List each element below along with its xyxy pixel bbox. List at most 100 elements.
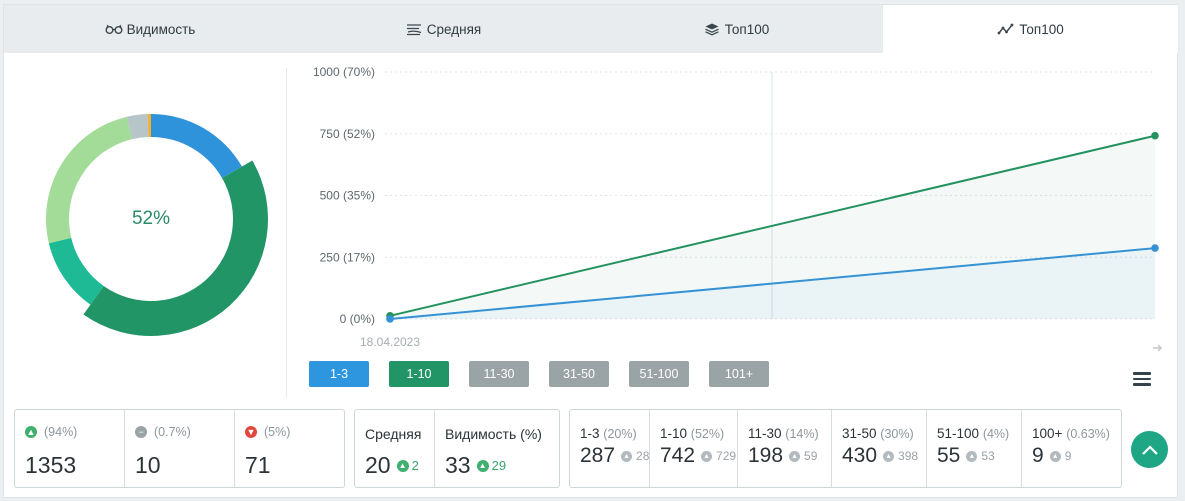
line-chart: 1000 (70%) 750 (52%) 500 (35%) 250 (17%) 0 (… bbox=[313, 65, 1159, 349]
donut-slice-11-30[interactable] bbox=[48, 237, 104, 305]
chart-scroll-arrow-icon[interactable]: ➜ bbox=[1152, 340, 1163, 355]
movement-pct: (5%) bbox=[264, 425, 291, 439]
y-tick-label: 500 (35%) bbox=[320, 189, 375, 203]
position-groups: 1-3 (20%) 287 ▲ 28 1-10 (52%) 742 ▲ 729 11-30 (1… bbox=[569, 409, 1122, 488]
summary-delta: 29 bbox=[491, 458, 507, 473]
x-tick-label: 18.04.2023 bbox=[360, 335, 420, 349]
group-prev: 59 bbox=[804, 449, 818, 463]
chart-divider bbox=[286, 68, 287, 398]
group-pct: (52%) bbox=[690, 427, 725, 441]
group-1-10: 1-10 (52%) 742 ▲ 729 bbox=[650, 410, 738, 487]
donut-center-label: 52% bbox=[131, 208, 171, 229]
series-line[interactable] bbox=[389, 134, 1156, 317]
group-label: 1-10 bbox=[660, 426, 688, 441]
range-button-11-30[interactable]: 11-30 bbox=[469, 361, 529, 387]
group-prev: 729 bbox=[716, 449, 737, 463]
summary-stats: Средняя 20 ▲ 2 Видимость (%) 33 ▲ 29 bbox=[354, 409, 560, 488]
group-value: 55 bbox=[937, 444, 961, 467]
donut-slice-100plus[interactable] bbox=[147, 114, 151, 138]
tab-label: Видимость bbox=[126, 21, 196, 37]
summary-visibility: Видимость (%) 33 ▲ 29 bbox=[435, 410, 559, 487]
range-button-51-100[interactable]: 51-100 bbox=[629, 361, 689, 387]
donut-slice-51-100[interactable] bbox=[126, 114, 149, 140]
movement-value: 10 bbox=[135, 452, 161, 478]
y-tick-label: 0 (0%) bbox=[340, 312, 375, 326]
series-line[interactable] bbox=[389, 247, 1156, 320]
glasses-icon bbox=[105, 22, 123, 36]
group-pct: (0.63%) bbox=[1066, 427, 1110, 441]
arrow-up-circle-icon: ▲ bbox=[25, 426, 37, 438]
movement-same: − (0.7%) 10 bbox=[125, 410, 235, 487]
group-11-30: 11-30 (14%) 198 ▲ 59 bbox=[738, 410, 832, 487]
summary-label: Средняя bbox=[365, 426, 422, 442]
donut-slice-31-50[interactable] bbox=[46, 116, 133, 244]
layers-icon bbox=[703, 22, 721, 36]
group-label: 51-100 bbox=[937, 426, 980, 441]
summary-value: 33 bbox=[445, 452, 471, 478]
data-point[interactable] bbox=[1151, 244, 1159, 252]
minus-circle-icon: − bbox=[135, 426, 147, 438]
group-pct: (30%) bbox=[880, 427, 914, 441]
group-value: 430 bbox=[842, 444, 878, 467]
range-button-31-50[interactable]: 31-50 bbox=[549, 361, 609, 387]
group-value: 287 bbox=[580, 444, 616, 467]
scroll-top-button[interactable] bbox=[1131, 431, 1168, 468]
group-label: 1-3 bbox=[580, 426, 600, 441]
donut-slice-1-3[interactable] bbox=[151, 114, 242, 179]
arrow-up-circle-icon: ▲ bbox=[701, 450, 713, 462]
lines-icon bbox=[405, 22, 423, 36]
arrow-up-circle-icon: ▲ bbox=[476, 459, 489, 472]
group-pct: (4%) bbox=[982, 427, 1010, 441]
movement-value: 1353 bbox=[25, 452, 77, 478]
tab-top100-trend[interactable]: Топ100 bbox=[883, 5, 1179, 53]
movement-down: ▼ (5%) 71 bbox=[235, 410, 344, 487]
tab-visibility[interactable]: Видимость bbox=[4, 5, 297, 53]
summary-value: 20 bbox=[365, 452, 391, 478]
tab-average[interactable]: Средняя bbox=[297, 5, 590, 53]
group-pct: (20%) bbox=[603, 427, 637, 441]
data-point[interactable] bbox=[1151, 131, 1159, 140]
arrow-up-circle-icon: ▲ bbox=[1049, 450, 1061, 462]
arrow-up-circle-icon: ▲ bbox=[883, 450, 895, 462]
arrow-up-circle-icon: ▲ bbox=[966, 450, 978, 462]
tab-bar: Видимость Средняя Топ100 Топ100 bbox=[4, 5, 1179, 53]
summary-label: Видимость (%) bbox=[445, 426, 542, 442]
group-31-50: 31-50 (30%) 430 ▲ 398 bbox=[832, 410, 927, 487]
summary-delta: 2 bbox=[411, 458, 419, 473]
arrow-down-circle-icon: ▼ bbox=[245, 426, 257, 438]
movement-value: 71 bbox=[245, 452, 271, 478]
range-buttons: 1-3 1-10 11-30 31-50 51-100 101+ bbox=[309, 361, 789, 387]
y-tick-label: 750 (52%) bbox=[320, 127, 375, 141]
range-button-101plus[interactable]: 101+ bbox=[709, 361, 769, 387]
tab-label: Средняя bbox=[426, 21, 482, 37]
movement-pct: (94%) bbox=[44, 425, 78, 439]
movement-pct: (0.7%) bbox=[154, 425, 191, 439]
trend-icon bbox=[997, 22, 1015, 36]
group-label: 31-50 bbox=[842, 426, 877, 441]
arrow-up-circle-icon: ▲ bbox=[789, 450, 801, 462]
summary-average: Средняя 20 ▲ 2 bbox=[355, 410, 435, 487]
group-prev: 9 bbox=[1064, 449, 1072, 463]
group-value: 9 bbox=[1032, 444, 1044, 467]
group-label: 11-30 bbox=[748, 426, 782, 441]
chart-menu-icon[interactable] bbox=[1133, 372, 1151, 386]
arrow-up-circle-icon: ▲ bbox=[396, 459, 409, 472]
tab-label: Топ100 bbox=[724, 21, 770, 37]
range-button-1-3[interactable]: 1-3 bbox=[309, 361, 369, 387]
donut-chart bbox=[46, 114, 268, 337]
group-value: 742 bbox=[660, 444, 696, 467]
range-button-1-10[interactable]: 1-10 bbox=[389, 361, 449, 387]
movement-stats: ▲ (94%) 1353 − (0.7%) 10 ▼ (5%) 71 bbox=[14, 409, 345, 488]
y-tick-label: 250 (17%) bbox=[320, 250, 375, 264]
arrow-up-circle-icon: ▲ bbox=[621, 450, 633, 462]
group-51-100: 51-100 (4%) 55 ▲ 53 bbox=[927, 410, 1022, 487]
group-prev: 398 bbox=[898, 449, 919, 463]
data-point[interactable] bbox=[386, 315, 394, 323]
tab-top100-stack[interactable]: Топ100 bbox=[590, 5, 883, 53]
movement-up: ▲ (94%) 1353 bbox=[15, 410, 125, 487]
donut-slice-1-10[interactable] bbox=[83, 160, 268, 337]
group-1-3: 1-3 (20%) 287 ▲ 28 bbox=[570, 410, 650, 487]
group-label: 100+ bbox=[1032, 426, 1063, 441]
group-100plus: 100+ (0.63%) 9 ▲ 9 bbox=[1022, 410, 1121, 487]
group-value: 198 bbox=[748, 444, 784, 467]
